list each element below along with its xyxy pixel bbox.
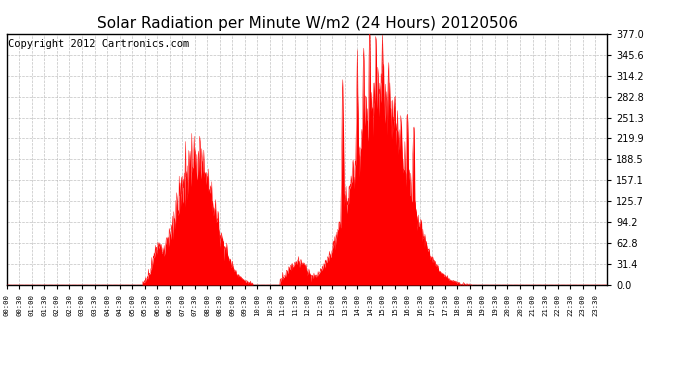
Title: Solar Radiation per Minute W/m2 (24 Hours) 20120506: Solar Radiation per Minute W/m2 (24 Hour… [97,16,518,31]
Text: Copyright 2012 Cartronics.com: Copyright 2012 Cartronics.com [8,39,189,49]
